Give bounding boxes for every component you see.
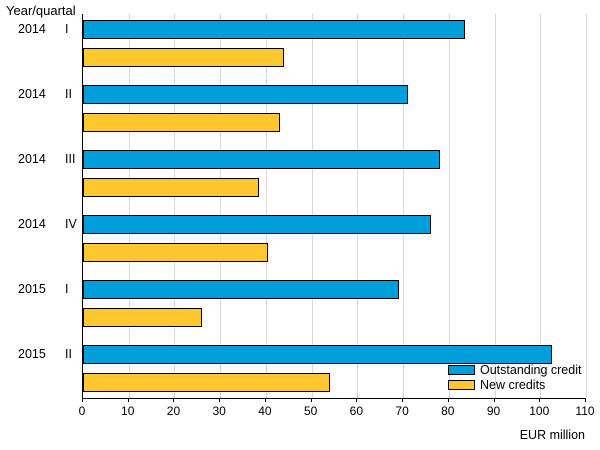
bar-outstanding-credit [83,215,431,234]
category-quarter: II [65,87,72,101]
gridline [128,14,130,398]
gridline [540,14,542,398]
x-tick-label: 20 [166,404,181,418]
category-label: 2014 IV [18,215,80,234]
gridline [403,14,405,398]
category-quarter: I [65,282,69,296]
gridline [357,14,359,398]
bar-new-credits [83,48,285,67]
x-tick-label: 10 [121,404,135,418]
x-tick-label: 100 [529,404,550,418]
gridline [265,14,267,398]
category-quarter: I [65,22,69,36]
x-tick-label: 50 [303,404,318,418]
legend: Outstanding credit New credits [448,363,581,393]
x-tick-mark [447,398,449,402]
x-tick-mark [173,398,175,402]
chart-title: Year/quartal [6,3,76,18]
category-label: 2015 II [18,345,80,364]
gridline [174,14,176,398]
bar-outstanding-credit [83,345,552,364]
x-tick-label: 60 [349,404,364,418]
x-axis-label: EUR million [519,428,585,442]
gridline [311,14,313,398]
category-year: 2014 [18,152,46,166]
x-tick-mark [539,398,541,402]
category-label: 2014 II [18,85,80,104]
x-tick-label: 110 [575,404,595,418]
x-tick-label: 70 [395,404,409,418]
bar-new-credits [83,113,280,132]
bar-new-credits [83,308,202,327]
category-quarter: IV [65,217,77,231]
x-tick-mark [82,398,83,402]
x-tick-mark [127,398,129,402]
bar-outstanding-credit [83,150,440,169]
bar-outstanding-credit [83,85,408,104]
gridline [494,14,496,398]
legend-label: Outstanding credit [480,363,582,377]
category-year: 2014 [18,217,46,231]
gridline [586,14,587,398]
category-label: 2014 I [18,20,80,39]
gridline [448,14,450,398]
category-label: 2014 III [18,150,80,169]
x-tick-mark [310,398,312,402]
bar-new-credits [83,178,260,197]
x-tick-label: 90 [486,404,501,418]
x-tick-mark [264,398,266,402]
x-tick-label: 0 [78,404,86,418]
category-year: 2014 [18,87,46,101]
gridline [220,14,222,398]
bar-outstanding-credit [83,280,399,299]
bar-new-credits [83,373,330,392]
x-tick-mark [356,398,358,402]
bar-new-credits [83,243,269,262]
x-tick-label: 30 [212,404,226,418]
x-tick-label: 80 [441,404,455,418]
category-year: 2015 [18,282,46,296]
legend-item: New credits [448,378,581,392]
category-year: 2015 [18,347,46,361]
category-label: 2015 I [18,280,80,299]
bar-outstanding-credit [83,20,465,39]
x-tick-mark [219,398,221,402]
x-tick-mark [493,398,495,402]
legend-label: New credits [480,378,546,392]
x-tick-label: 40 [258,404,272,418]
legend-swatch [448,365,475,375]
legend-swatch [448,380,475,390]
category-year: 2014 [18,22,46,36]
plot-area [82,14,587,399]
legend-item: Outstanding credit [448,363,581,377]
x-tick-mark [585,398,586,402]
category-quarter: III [65,152,76,166]
category-quarter: II [65,347,72,361]
x-tick-mark [402,398,404,402]
